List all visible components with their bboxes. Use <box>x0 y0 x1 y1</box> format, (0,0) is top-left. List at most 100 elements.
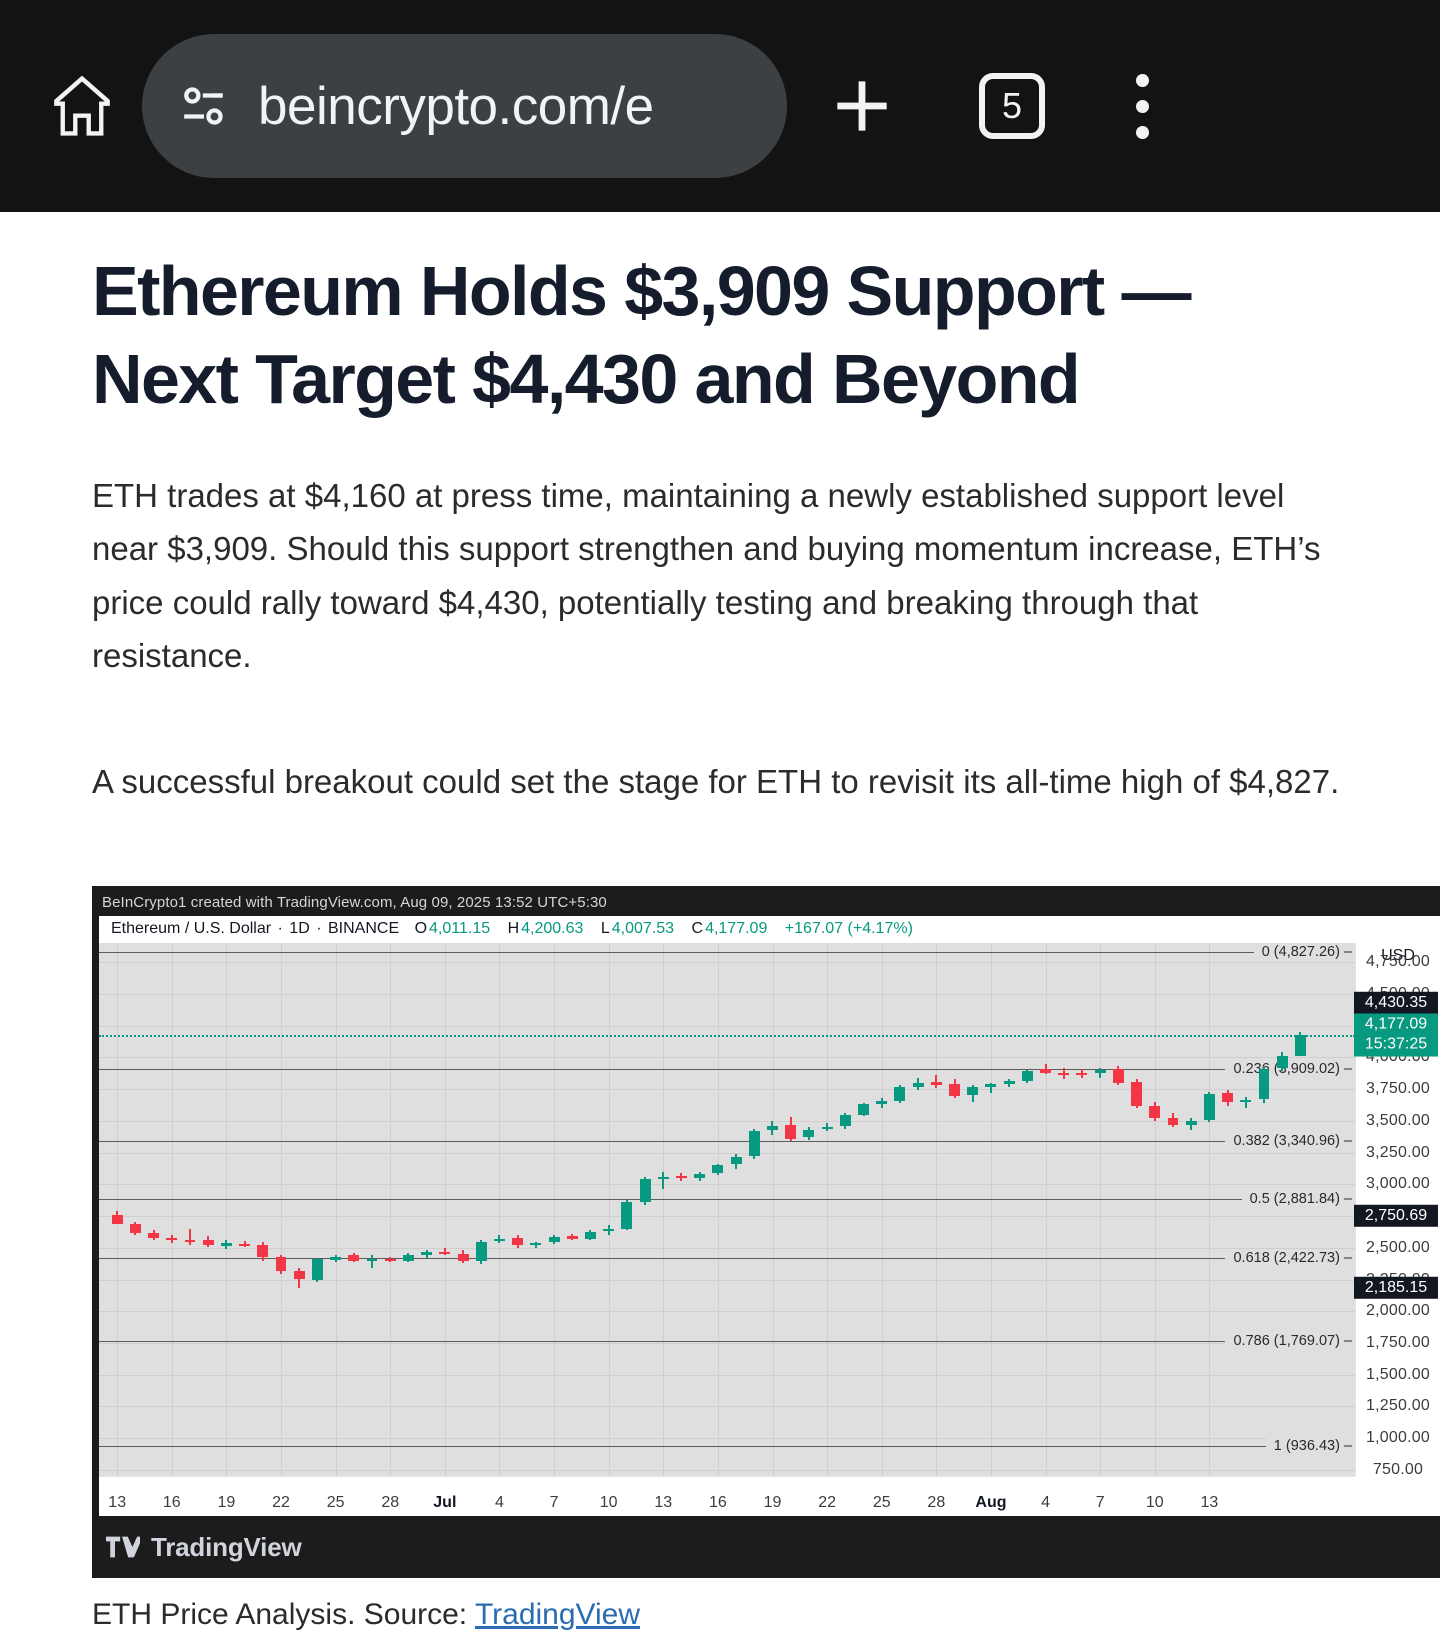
candle-body <box>330 1256 342 1260</box>
candlestick <box>548 943 560 1476</box>
candlestick <box>1276 943 1288 1476</box>
price-axis[interactable]: USD 4,750.004,500.004,250.004,000.003,75… <box>1354 943 1440 1478</box>
legend-interval: 1D <box>289 920 310 938</box>
new-tab-button[interactable] <box>787 69 937 143</box>
horizontal-gridline <box>99 1374 1355 1376</box>
chart-caption-link[interactable]: TradingView <box>474 1598 641 1632</box>
candle-body <box>475 1242 487 1261</box>
address-bar[interactable]: beincrypto.com/е <box>142 34 787 178</box>
candle-wick <box>443 1247 446 1256</box>
candlestick <box>421 943 433 1476</box>
candle-body <box>949 1084 960 1096</box>
fib-level-line[interactable] <box>99 1340 1355 1342</box>
home-icon <box>54 75 110 136</box>
site-settings-icon[interactable] <box>176 78 232 134</box>
browser-menu-button[interactable] <box>1087 73 1197 139</box>
candle-body <box>512 1237 524 1246</box>
fib-level-line[interactable] <box>99 1257 1355 1259</box>
chart-figure: BeInCrypto1 created with TradingView.com… <box>0 886 1440 1632</box>
tab-switcher-button[interactable]: 5 <box>937 73 1087 139</box>
fib-level-label: 1 (936.43) – <box>1265 1438 1355 1455</box>
candlestick <box>166 943 178 1476</box>
candlestick <box>949 943 960 1476</box>
chart-caption-text: ETH Price Analysis. Source: <box>92 1598 475 1632</box>
candlestick <box>257 943 269 1476</box>
candle-body <box>311 1259 323 1280</box>
candle-body <box>839 1115 851 1126</box>
candle-body <box>1276 1056 1288 1069</box>
vertical-gridline <box>445 943 446 1477</box>
horizontal-gridline <box>99 1469 1355 1471</box>
time-axis-tick: Jul <box>433 1494 457 1512</box>
candlestick <box>457 943 469 1476</box>
vertical-gridline <box>827 943 828 1477</box>
candlestick <box>129 943 141 1476</box>
price-axis-title: USD <box>1381 947 1415 965</box>
candle-body <box>548 1237 560 1243</box>
candlestick <box>275 943 287 1476</box>
candlestick <box>821 943 833 1476</box>
candlestick <box>384 943 396 1476</box>
price-level-badge[interactable]: 2,185.15 <box>1354 1276 1438 1300</box>
candle-body <box>858 1104 869 1115</box>
legend-sep-1: · <box>277 920 283 938</box>
legend-low-value: 4,007.53 <box>611 920 675 938</box>
price-badge-value: 4,177.09 <box>1364 1015 1428 1033</box>
candlestick <box>785 943 797 1476</box>
candlestick <box>1240 943 1252 1476</box>
time-axis-tick: 28 <box>381 1494 400 1512</box>
price-level-badge[interactable]: 4,430.35 <box>1354 991 1438 1015</box>
fib-level-line[interactable] <box>99 1069 1355 1071</box>
time-axis-tick: 10 <box>1145 1494 1164 1512</box>
chart-plot-area[interactable]: 0 (4,827.26) –0.236 (3,909.02) –0.382 (3… <box>99 943 1355 1477</box>
candle-body <box>1185 1120 1197 1125</box>
fib-level-line[interactable] <box>99 952 1355 954</box>
time-axis[interactable]: 13 16 19 22 25 28 Jul 4 7 10 13 16 19 22 25 28 Aug 4 7 10 13 <box>99 1476 1355 1517</box>
candlestick <box>202 943 214 1476</box>
price-axis-tick: 1,000.00 <box>1366 1429 1430 1447</box>
candle-body <box>712 1165 724 1173</box>
live-price-badge[interactable]: 4,177.09 15:37:25 <box>1354 1013 1438 1057</box>
candle-body <box>1149 1105 1161 1119</box>
horizontal-gridline <box>99 1438 1355 1440</box>
time-axis-tick: 4 <box>1041 1494 1050 1512</box>
candle-body <box>621 1202 633 1229</box>
candlestick <box>1149 943 1161 1476</box>
candlestick <box>676 943 687 1476</box>
time-axis-tick: 10 <box>599 1494 618 1512</box>
candlestick <box>621 943 633 1476</box>
candle-body <box>275 1256 287 1271</box>
fib-level-line[interactable] <box>99 1141 1355 1143</box>
vertical-gridline <box>1100 943 1101 1477</box>
fib-level-line[interactable] <box>99 1199 1355 1201</box>
vertical-gridline <box>499 943 500 1477</box>
price-level-badge[interactable]: 2,750.69 <box>1354 1204 1438 1228</box>
time-axis-tick: 25 <box>872 1494 891 1512</box>
horizontal-gridline <box>99 1311 1355 1313</box>
tradingview-footer[interactable]: TradingView <box>99 1516 1440 1579</box>
candle-wick <box>371 1255 374 1269</box>
candlestick <box>1112 943 1124 1476</box>
candlestick <box>475 943 487 1476</box>
candle-body <box>402 1255 414 1261</box>
tradingview-chart-widget[interactable]: BeInCrypto1 created with TradingView.com… <box>92 886 1440 1579</box>
candle-wick <box>989 1082 992 1093</box>
horizontal-gridline <box>99 1216 1355 1218</box>
candlestick <box>912 943 924 1476</box>
fib-level-line[interactable] <box>99 1446 1355 1448</box>
candle-body <box>148 1232 160 1238</box>
price-badge-countdown: 15:37:25 <box>1364 1036 1428 1053</box>
candlestick <box>639 943 651 1476</box>
candlestick <box>748 943 760 1476</box>
candlestick <box>330 943 342 1476</box>
candle-body <box>639 1179 651 1202</box>
candle-wick <box>662 1171 665 1190</box>
candle-body <box>1021 1070 1033 1081</box>
home-button[interactable] <box>34 70 130 142</box>
time-axis-tick: 22 <box>272 1494 290 1512</box>
chart-credit-text: BeInCrypto1 created with TradingView.com… <box>102 894 607 912</box>
plus-icon <box>837 81 887 131</box>
candle-wick <box>534 1242 537 1248</box>
menu-dot-1 <box>1135 73 1149 87</box>
time-axis-tick: 16 <box>708 1494 727 1512</box>
